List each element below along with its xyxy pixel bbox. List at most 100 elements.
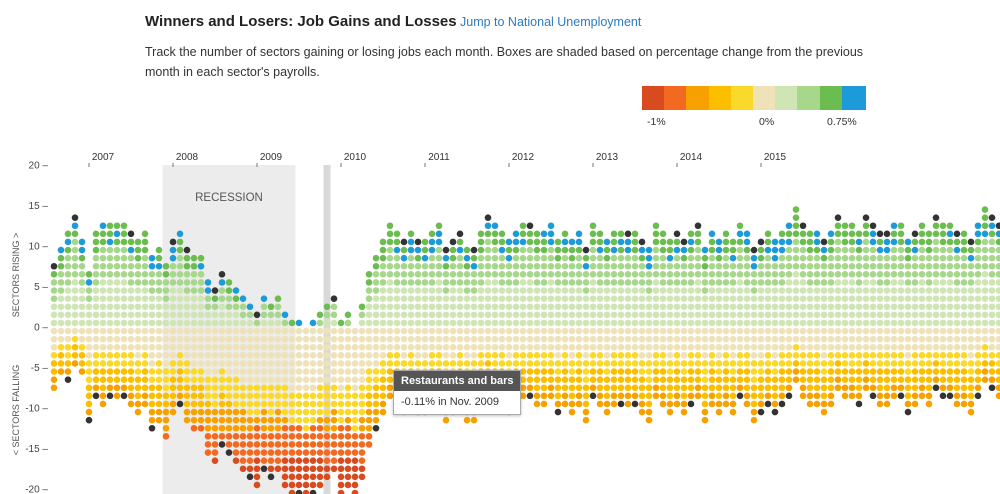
falling-dot	[246, 473, 254, 481]
falling-dot	[995, 343, 1000, 351]
rising-dot	[967, 271, 975, 278]
rising-dot	[484, 230, 492, 238]
falling-dot	[967, 327, 975, 335]
falling-dot	[736, 376, 744, 383]
falling-dot	[701, 408, 709, 416]
falling-dot	[841, 376, 849, 383]
rising-dot	[708, 254, 716, 262]
falling-dot	[78, 335, 86, 343]
falling-dot	[162, 376, 170, 383]
falling-dot	[904, 335, 912, 343]
rising-dot	[841, 287, 849, 294]
falling-dot	[274, 400, 282, 408]
rising-dot	[540, 238, 548, 246]
falling-dot	[610, 368, 618, 375]
rising-dot	[750, 311, 758, 319]
rising-dot	[547, 287, 555, 294]
falling-dot	[680, 360, 688, 367]
falling-dot	[491, 343, 499, 351]
rising-dot	[890, 319, 898, 327]
falling-dot	[239, 392, 247, 400]
rising-dot	[673, 303, 681, 311]
falling-dot	[946, 392, 954, 400]
rising-dot	[50, 262, 58, 270]
falling-dot	[939, 368, 947, 375]
falling-dot	[302, 449, 310, 456]
rising-dot	[918, 246, 926, 254]
falling-dot	[757, 352, 765, 359]
falling-dot	[876, 384, 884, 392]
falling-dot	[974, 376, 982, 383]
rising-dot	[848, 262, 856, 270]
rising-dot	[127, 230, 135, 238]
falling-dot	[939, 335, 947, 343]
falling-dot	[288, 343, 296, 351]
falling-dot	[701, 352, 709, 359]
rising-dot	[617, 262, 625, 270]
falling-dot	[316, 368, 324, 375]
jump-to-unemployment-link[interactable]: Jump to National Unemployment	[460, 15, 642, 29]
rising-dot	[197, 254, 205, 262]
falling-dot	[246, 400, 254, 408]
rising-dot	[869, 279, 877, 286]
falling-dot	[414, 335, 422, 343]
rising-dot	[274, 311, 282, 319]
rising-dot	[918, 271, 926, 278]
rising-dot	[659, 262, 667, 270]
rising-dot	[491, 254, 499, 262]
rising-dot	[505, 319, 513, 327]
falling-dot	[288, 473, 296, 481]
falling-dot	[106, 360, 114, 367]
falling-dot	[253, 449, 261, 456]
falling-dot	[162, 408, 170, 416]
rising-dot	[442, 254, 450, 262]
rising-dot	[442, 287, 450, 294]
falling-dot	[372, 327, 380, 335]
falling-dot	[302, 335, 310, 343]
rising-dot	[267, 319, 275, 327]
falling-dot	[897, 360, 905, 367]
falling-dot	[358, 376, 366, 383]
rising-dot	[995, 295, 1000, 302]
rising-dot	[988, 214, 996, 221]
falling-dot	[323, 335, 331, 343]
rising-dot	[960, 238, 968, 246]
falling-dot	[743, 376, 751, 383]
falling-dot	[330, 368, 338, 375]
falling-dot	[211, 327, 219, 335]
rising-dot	[141, 230, 149, 238]
rising-dot	[743, 238, 751, 246]
falling-dot	[687, 392, 695, 400]
rising-dot	[890, 303, 898, 311]
rising-dot	[946, 230, 954, 238]
falling-dot	[253, 360, 261, 367]
rising-dot	[722, 311, 730, 319]
rising-dot	[659, 238, 667, 246]
falling-dot	[330, 335, 338, 343]
rising-dot	[575, 238, 583, 246]
rising-dot	[218, 295, 226, 302]
falling-dot	[57, 352, 65, 359]
falling-dot	[687, 376, 695, 383]
falling-dot	[946, 343, 954, 351]
rising-dot	[869, 254, 877, 262]
falling-dot	[666, 360, 674, 367]
falling-dot	[757, 343, 765, 351]
rising-dot	[715, 303, 723, 311]
falling-dot	[722, 352, 730, 359]
rising-dot	[127, 319, 135, 327]
rising-dot	[638, 238, 646, 246]
falling-dot	[281, 335, 289, 343]
falling-dot	[603, 327, 611, 335]
falling-dot	[799, 335, 807, 343]
falling-dot	[232, 400, 240, 408]
rising-dot	[701, 303, 709, 311]
falling-dot	[155, 384, 163, 392]
rising-dot	[848, 222, 856, 230]
legend-tick-pos075: 0.75%	[827, 116, 857, 128]
rising-dot	[876, 287, 884, 294]
legend-swatch	[664, 86, 689, 110]
falling-dot	[176, 360, 184, 367]
falling-dot	[624, 327, 632, 335]
falling-dot	[274, 352, 282, 359]
